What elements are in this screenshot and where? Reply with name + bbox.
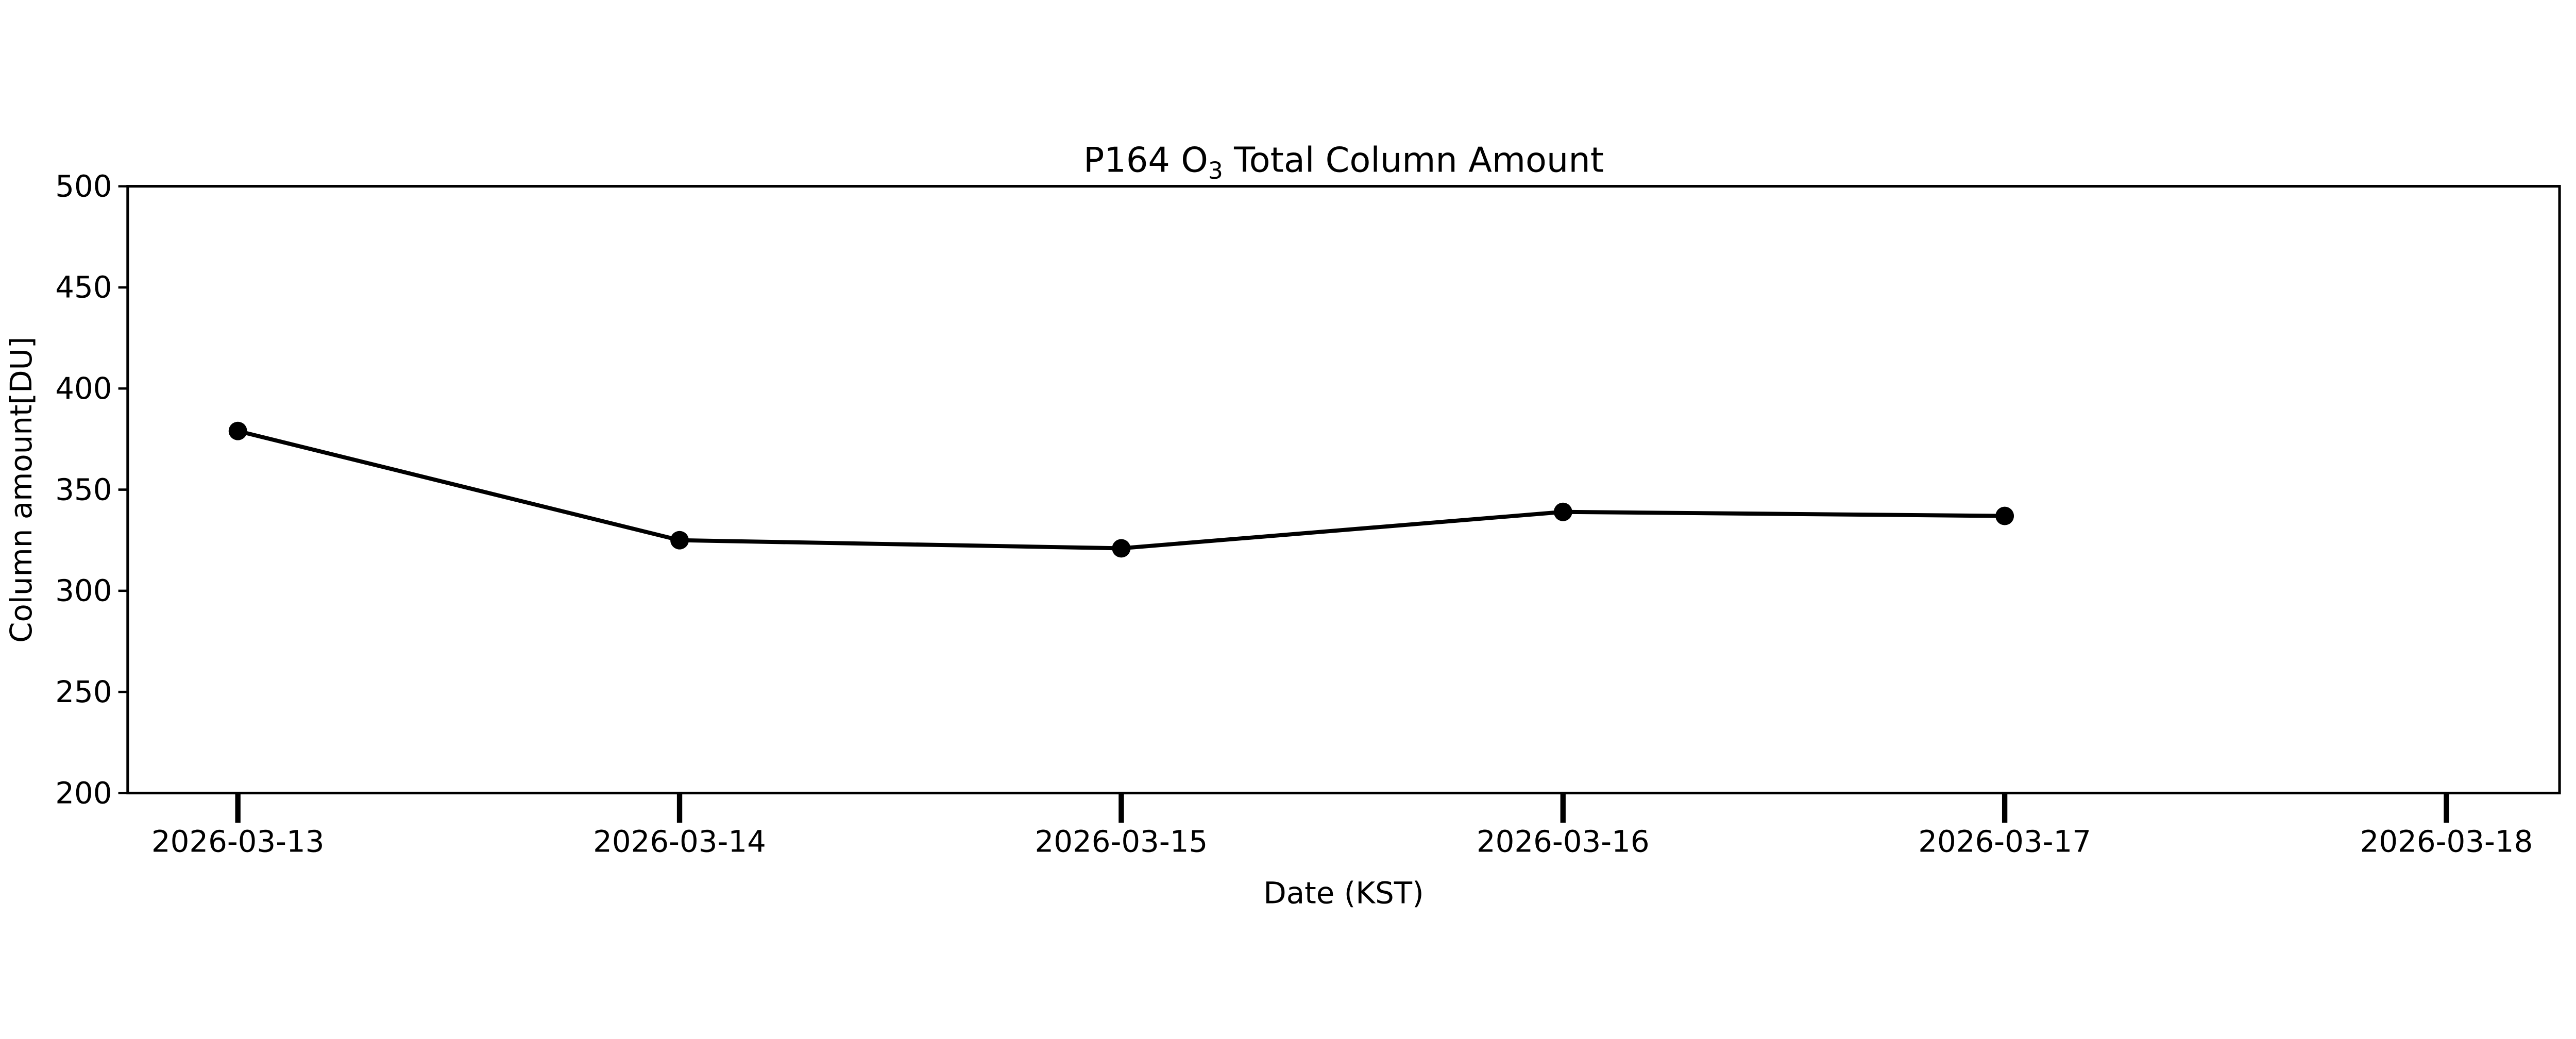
data-point-marker [1553,502,1572,521]
x-axis-label: Date (KST) [1263,876,1423,911]
y-tick-label: 300 [55,573,112,608]
y-tick-label: 200 [55,775,112,810]
y-ticks: 200 250 300 350 400 450 500 [55,168,128,810]
plot-area-border [126,185,2561,795]
data-point-marker [1995,506,2014,525]
data-point-marker [228,421,247,440]
chart-title-subscript: 3 [1208,157,1223,184]
y-tick-label: 450 [55,270,112,305]
x-tick-label: 2026-03-18 [2360,824,2533,859]
x-tick-label: 2026-03-14 [593,824,766,859]
data-series [228,421,2014,558]
y-tick-label: 250 [55,674,112,709]
x-ticks: 2026-03-13 2026-03-14 2026-03-15 2026-03-16… [151,793,2533,859]
y-tick-label: 350 [55,472,112,507]
chart-title: P164 O3 Total Column Amount [1083,140,1604,184]
data-line [237,429,2005,551]
x-tick-label: 2026-03-17 [1918,824,2091,859]
x-tick-label: 2026-03-13 [151,824,325,859]
data-point-marker [670,531,689,550]
x-tick-label: 2026-03-15 [1035,824,1208,859]
x-tick-label: 2026-03-16 [1477,824,1650,859]
y-tick-label: 400 [55,371,112,406]
data-point-marker [1112,539,1131,558]
y-axis-label: Column amount[DU] [4,337,39,643]
chart-title-suffix: Total Column Amount [1223,140,1604,180]
chart-title-prefix: P164 O [1083,140,1208,180]
y-tick-label: 500 [55,168,112,203]
